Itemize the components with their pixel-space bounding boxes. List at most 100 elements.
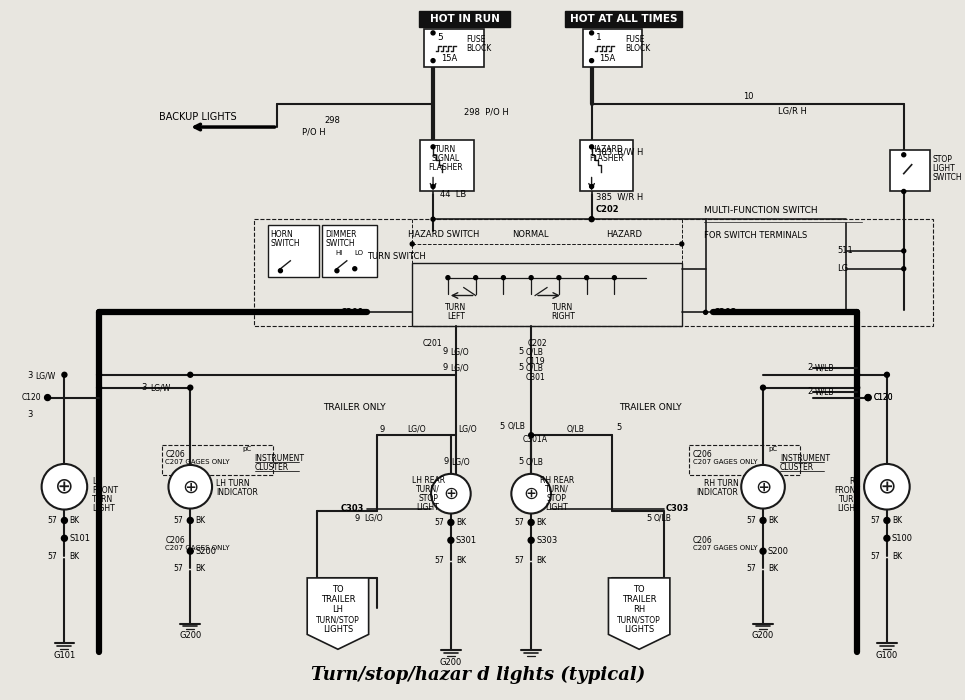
Text: LG/O: LG/O [407,425,426,434]
Circle shape [62,536,68,541]
Text: LO: LO [354,250,363,256]
Text: O/LB: O/LB [508,422,525,430]
Text: LIGHTS: LIGHTS [624,625,654,634]
Text: LIGHT: LIGHT [545,503,568,512]
Text: O/LB: O/LB [525,363,543,372]
Text: 385  W/R H: 385 W/R H [595,193,643,202]
Circle shape [188,372,193,377]
Text: LG: LG [838,264,848,273]
Circle shape [410,242,414,246]
Text: S200: S200 [195,547,216,556]
Text: S100: S100 [892,534,913,542]
Text: ⊕: ⊕ [877,477,896,497]
Circle shape [431,59,435,62]
Text: 298: 298 [324,116,340,125]
Text: 57: 57 [514,518,524,527]
Text: CLUSTER: CLUSTER [780,463,814,472]
Circle shape [431,145,435,149]
Text: C207 GAGES ONLY: C207 GAGES ONLY [165,459,230,465]
Text: 57: 57 [47,552,58,561]
Polygon shape [307,578,369,650]
Text: 5: 5 [647,514,652,523]
Text: RH: RH [849,477,860,486]
Text: FRONT: FRONT [834,486,860,495]
Text: G101: G101 [53,651,75,659]
Text: 9: 9 [354,514,360,523]
Text: 57: 57 [434,518,444,527]
Bar [689,445,800,475]
Bar [580,140,633,191]
Text: TURN: TURN [93,495,114,504]
Circle shape [279,269,283,273]
Text: 57: 57 [870,516,880,525]
Text: LH TURN: LH TURN [216,479,250,488]
Text: G200: G200 [179,631,202,640]
Text: O/LB: O/LB [654,514,672,523]
Text: pC: pC [243,446,252,452]
Text: P/O H: P/O H [302,127,326,136]
Text: 3: 3 [141,383,147,392]
Text: FLASHER: FLASHER [590,154,623,163]
Text: TRAILER: TRAILER [320,595,355,604]
Text: C206: C206 [693,450,712,459]
Text: NORMAL: NORMAL [511,230,548,239]
Text: 10: 10 [743,92,754,102]
Circle shape [865,395,871,400]
Circle shape [590,185,593,188]
Circle shape [557,276,561,279]
Text: LG/O: LG/O [451,458,470,466]
Text: BK: BK [195,564,206,573]
Circle shape [528,538,534,543]
Text: S101: S101 [69,534,91,542]
Circle shape [855,385,860,390]
Bar [412,262,682,326]
Text: BK: BK [69,552,79,561]
Bar [583,29,642,66]
Circle shape [511,474,551,514]
Text: LH: LH [332,605,344,614]
Text: BLOCK: BLOCK [625,44,650,52]
Text: DIMMER: DIMMER [325,230,356,239]
Text: C303: C303 [341,504,364,513]
Text: FOR SWITCH TERMINALS: FOR SWITCH TERMINALS [703,231,807,240]
Text: STOP: STOP [547,494,566,503]
Text: TURN: TURN [435,145,456,154]
Text: C119: C119 [525,358,545,366]
Text: 5: 5 [499,422,505,430]
Circle shape [446,276,450,279]
Text: ⊕: ⊕ [182,477,199,496]
Text: RH TURN: RH TURN [703,479,738,488]
Bar [322,225,376,276]
Text: G100: G100 [876,651,898,659]
Text: BLOCK: BLOCK [467,44,492,52]
Text: TURN: TURN [552,303,573,312]
Circle shape [865,395,871,400]
Bar [425,29,483,66]
Circle shape [96,385,101,390]
Text: HOT IN RUN: HOT IN RUN [429,14,500,24]
Text: LEFT: LEFT [447,312,465,321]
Text: 1: 1 [595,34,601,43]
Text: INSTRUMENT: INSTRUMENT [255,454,305,463]
Text: 511: 511 [838,246,853,256]
Circle shape [703,310,707,314]
Text: S200: S200 [768,547,789,556]
Bar [419,11,510,27]
Text: 2: 2 [808,363,813,372]
Text: C201: C201 [423,339,442,348]
Circle shape [431,31,435,35]
Text: TRAILER: TRAILER [621,595,656,604]
Text: G200: G200 [440,657,462,666]
Text: 9: 9 [379,425,385,434]
Text: 57: 57 [746,564,757,573]
Bar [890,150,929,191]
Text: 5: 5 [437,34,443,43]
Text: LIGHT: LIGHT [417,503,439,512]
Circle shape [62,372,67,377]
Text: Turn/stop/hazar d lights (typical): Turn/stop/hazar d lights (typical) [311,666,645,684]
Text: FLASHER: FLASHER [428,162,463,172]
Text: pC: pC [768,446,777,452]
Text: 57: 57 [174,516,183,525]
Text: LG/W: LG/W [151,383,171,392]
Text: ⊕: ⊕ [443,484,458,503]
